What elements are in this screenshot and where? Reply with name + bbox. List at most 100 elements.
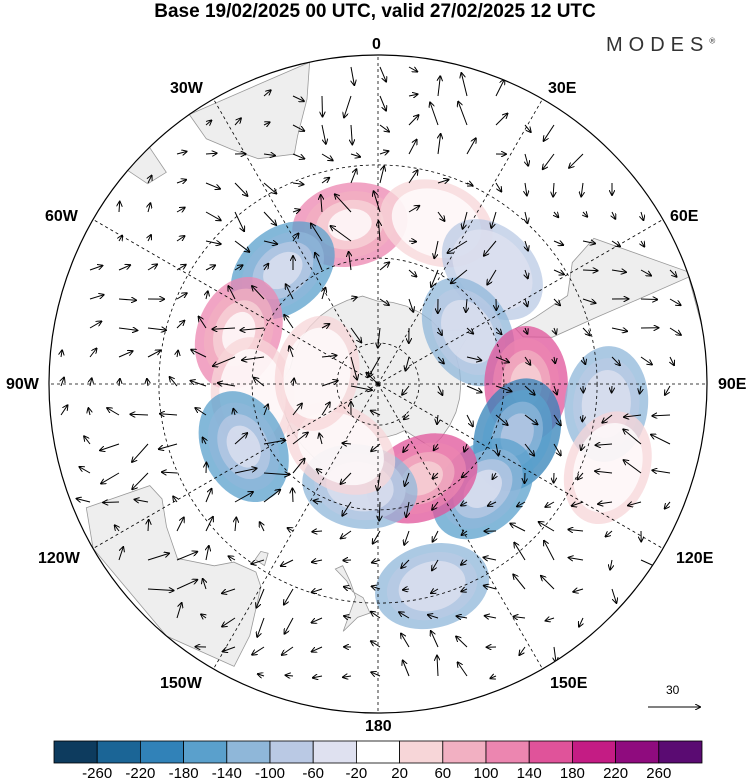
colorbar-tick-label: 180 <box>559 765 585 782</box>
wind-vector <box>438 327 442 335</box>
wind-vector <box>461 502 468 506</box>
wind-vector <box>553 443 561 455</box>
wind-vector <box>433 530 439 542</box>
wind-vector <box>118 299 136 300</box>
wind-vector <box>205 489 212 503</box>
wind-vector <box>670 356 674 365</box>
wind-vector <box>466 327 473 334</box>
wind-vector <box>147 264 157 271</box>
wind-vector <box>118 351 133 358</box>
wind-vector <box>344 616 352 618</box>
wind-vector <box>218 383 236 386</box>
wind-vector <box>582 414 583 421</box>
wind-vector <box>467 183 473 185</box>
wind-vector <box>292 153 304 159</box>
new-zealand-land <box>334 565 371 632</box>
wind-vector <box>373 530 381 544</box>
wind-vector <box>495 80 504 97</box>
wind-vector <box>524 356 530 365</box>
wind-vector <box>495 356 509 362</box>
anomaly-cell-16-level-1 <box>572 423 643 513</box>
wind-vector <box>543 153 555 169</box>
wind-vector <box>147 589 174 591</box>
wind-vector <box>464 443 467 452</box>
lon-label-180: 180 <box>365 718 392 735</box>
colorbar-tick-label: 260 <box>646 765 672 782</box>
colorbar-swatch <box>658 740 703 764</box>
wind-vector <box>524 443 534 456</box>
lon-label-60w: 60W <box>45 208 78 225</box>
latitude-circle <box>251 257 505 511</box>
wind-vector <box>553 414 561 425</box>
wind-vector <box>583 356 585 364</box>
wind-vector <box>513 575 526 590</box>
wind-vector <box>519 646 526 655</box>
wind-vector <box>484 586 497 589</box>
lon-label-90e: 90E <box>718 376 747 393</box>
wind-vector <box>595 471 613 473</box>
wind-vector <box>403 443 410 452</box>
wind-vector <box>176 152 187 155</box>
wind-vector <box>170 377 178 387</box>
colorbar-tick-label: 60 <box>434 765 452 782</box>
wind-vector <box>88 408 90 416</box>
wind-vector <box>408 67 417 72</box>
wind-vector <box>350 327 361 342</box>
colorbar-swatch <box>355 740 400 764</box>
wind-vector <box>148 203 150 213</box>
wind-vector <box>456 637 468 648</box>
wind-vector <box>640 559 660 568</box>
wind-vector <box>438 134 441 155</box>
madagascar-land <box>105 146 167 185</box>
wind-vector <box>292 459 305 474</box>
wind-vector <box>458 102 468 126</box>
wind-vector <box>84 436 91 445</box>
wind-vector <box>485 616 497 618</box>
wind-vector <box>525 240 528 251</box>
wind-vector <box>431 269 439 287</box>
wind-vector <box>351 124 352 144</box>
wind-vector <box>546 618 555 621</box>
wind-vector <box>461 73 468 97</box>
wind-vector <box>107 408 120 416</box>
colorbar-tick-label: 140 <box>516 765 542 782</box>
colorbar-swatch <box>528 740 573 764</box>
lon-label-120w: 120W <box>38 550 80 567</box>
wind-vector <box>132 472 149 489</box>
wind-vector <box>554 327 556 334</box>
wind-vector <box>147 350 160 358</box>
wind-vector <box>229 556 236 560</box>
wind-vector <box>525 211 528 223</box>
wind-vector <box>408 170 418 184</box>
wind-vector <box>176 236 185 242</box>
wind-vector <box>342 501 352 516</box>
wind-vector <box>173 497 177 503</box>
wind-vector <box>378 327 380 348</box>
wind-vector <box>579 617 583 627</box>
wind-vector <box>612 211 615 219</box>
wind-vector <box>130 414 149 415</box>
wind-vector <box>263 182 276 194</box>
wind-vector <box>408 94 418 96</box>
wind-vector <box>448 240 468 253</box>
wind-vector <box>234 118 241 126</box>
wind-vector <box>341 472 352 484</box>
wind-vector <box>321 124 326 144</box>
wind-vector <box>282 646 294 655</box>
colorbar-tick-label: 220 <box>603 765 629 782</box>
wind-vector <box>524 414 537 424</box>
wind-vector <box>205 211 221 220</box>
lon-label-150w: 150W <box>160 675 202 692</box>
wind-vector <box>438 76 440 97</box>
wind-vector <box>577 472 584 479</box>
wind-vector <box>100 443 120 450</box>
wind-vector <box>665 501 671 509</box>
wind-vector <box>553 298 560 305</box>
wind-vector <box>665 385 671 395</box>
wind-vector <box>258 674 265 676</box>
wind-vector <box>403 589 410 590</box>
wind-vector <box>652 470 671 473</box>
brand-mark: ® <box>709 36 716 46</box>
lon-label-30w: 30W <box>170 80 203 97</box>
wind-vector <box>372 560 381 563</box>
